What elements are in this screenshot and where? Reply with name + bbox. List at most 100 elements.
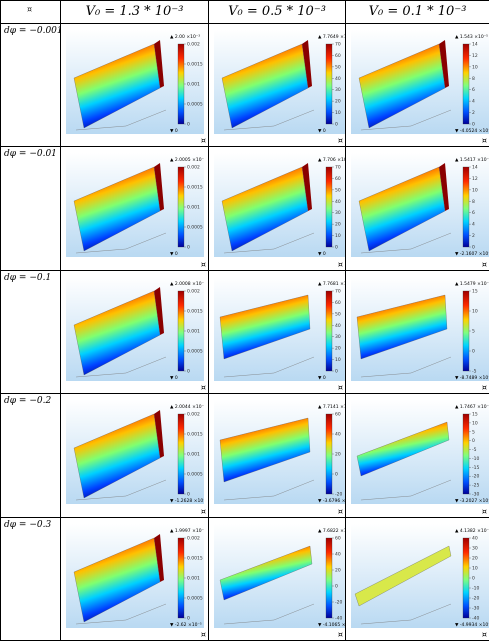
surface-plot: 0.002 0.0015 0.001 0.0005 0 ▲ 2.00 ×10⁻³ ▼ 0 xyxy=(66,30,204,135)
color-bar xyxy=(325,43,333,125)
color-bar-tick-label: 6 xyxy=(472,211,475,217)
surface-side xyxy=(154,40,164,89)
color-bar-tick-label: 15 xyxy=(472,412,478,418)
axis-line xyxy=(75,480,167,501)
surface xyxy=(219,294,311,360)
axis-line xyxy=(223,356,315,378)
plot-cell: 14 12 10 8 6 4 2 0 ▲ 1.5417 ×10⁻⁵ ▼ -2.1607 ×10⁻⁶… xyxy=(345,146,489,271)
plot-cell: 70 60 50 40 30 20 10 0 ▲ 7.7681 ×10⁻⁵ ▼ 0 ¤ xyxy=(208,269,346,395)
color-bar-tick-label: 0.001 xyxy=(187,452,200,458)
color-bar-tick-label: 70 xyxy=(335,165,341,171)
max-value: ▲ 7.706 ×10⁻⁵ xyxy=(318,157,346,163)
color-bar-tick-label: 2 xyxy=(472,234,475,240)
row-label-cell: dφ = −0.2 xyxy=(0,393,61,518)
min-value: ▼ -2.62 ×10⁻⁵ xyxy=(170,622,202,628)
color-bar-tick-label: 10 xyxy=(472,308,478,314)
color-bar xyxy=(462,537,470,618)
color-bar-tick-label: 30 xyxy=(335,334,341,340)
color-bar-tick-label: 50 xyxy=(335,188,341,194)
max-value: ▲ 2.0044 ×10⁻³ xyxy=(170,404,204,410)
color-bar-tick-label: -15 xyxy=(472,465,479,471)
color-bar-tick-label: 0.0005 xyxy=(187,472,203,478)
min-value: ▼ 0 xyxy=(170,128,178,134)
cell-mark: ¤ xyxy=(481,259,487,269)
surface-side xyxy=(302,163,312,212)
min-value: ▼ -4.0524 ×10⁻⁸ xyxy=(455,128,489,134)
surface-side xyxy=(154,286,164,335)
color-bar xyxy=(325,414,333,495)
plot-cell: 70 60 50 40 30 20 10 0 ▲ 7.706 ×10⁻⁵ ▼ 0 ¤ xyxy=(208,146,346,271)
color-bar-tick-label: 0.001 xyxy=(187,575,200,581)
cell-mark: ¤ xyxy=(200,506,206,516)
row-label: dφ = −0.3 xyxy=(4,519,52,530)
color-bar-tick-label: 10 xyxy=(335,234,341,240)
column-header-1: V₀ = 1.3 * 10⁻³ xyxy=(60,0,209,25)
color-bar-tick-label: 0.001 xyxy=(187,205,200,211)
plot-cell: 40 30 20 10 0 -10 -20 -30 -40 ▲ 4.1382 ×10⁻⁵ ▼ -4.… xyxy=(345,516,489,641)
color-bar-tick-label: 10 xyxy=(472,64,478,70)
axis-line xyxy=(360,233,452,254)
surface-plot: 70 60 50 40 30 20 10 0 ▲ 7.7649 ×10⁻⁵ ▼ 0 xyxy=(214,30,345,135)
min-value: ▼ 0 xyxy=(170,251,178,257)
axis-line xyxy=(223,109,315,131)
color-bar-tick-label: 15 xyxy=(472,288,478,294)
color-bar-tick-label: 0 xyxy=(472,438,475,444)
cell-mark: ¤ xyxy=(337,136,343,146)
color-bar-tick-label: 0.001 xyxy=(187,82,200,88)
color-bar-tick-label: 6 xyxy=(472,87,475,93)
max-value: ▲ 1.543 ×10⁻⁵ xyxy=(455,34,488,40)
surface-plot: 14 12 10 8 6 4 2 0 ▲ 1.5417 ×10⁻⁵ ▼ -2.1607 ×10⁻⁶ xyxy=(351,153,489,258)
min-value: ▼ 0 xyxy=(170,375,178,381)
axis-line xyxy=(360,109,452,131)
color-bar-tick-label: -20 xyxy=(472,595,479,601)
plot-cell: 14 12 10 8 6 4 2 0 ▲ 1.543 ×10⁻⁵ ▼ -4.0524 ×10⁻⁸ ¤ xyxy=(345,23,489,148)
surface xyxy=(356,421,450,477)
row-label-cell: dφ = −0.001 xyxy=(0,23,61,148)
plot-cell: 70 60 50 40 30 20 10 0 ▲ 7.7649 ×10⁻⁵ ▼ 0 ¤ xyxy=(208,23,346,148)
plot-cell: 0.002 0.0015 0.001 0.0005 0 ▲ 2.00 ×10⁻³ ▼ 0 ¤ xyxy=(60,23,209,148)
plot-cell: 60 40 20 0 -20 -40 ▲ 7.6822 ×10⁻⁵ ▼ -4.1065 ×10… xyxy=(208,516,346,641)
surface xyxy=(219,417,311,483)
color-bar xyxy=(177,537,185,618)
color-bar-tick-label: 14 xyxy=(472,165,478,171)
cell-mark: ¤ xyxy=(481,383,487,393)
color-bar-tick-label: 0 xyxy=(472,348,475,354)
surface-plot: 15 10 5 0 -5 ▲ 1.5479 ×10⁻⁵ ▼ -8.7489 ×10⁻⁶ xyxy=(351,276,489,381)
surface xyxy=(73,43,161,129)
color-bar xyxy=(462,290,470,371)
color-bar-tick-label: 0.0015 xyxy=(187,62,203,68)
color-bar-tick-label: 0 xyxy=(187,368,190,374)
max-value: ▲ 2.00 ×10⁻³ xyxy=(170,34,200,40)
plot-cell: 60 40 20 0 -20 ▲ 7.7141 ×10⁻⁵ ▼ -3.6796 ×10⁻⁵ ¤ xyxy=(208,393,346,518)
corner-cell: ¤ xyxy=(0,0,61,25)
table-row: dφ = −0.01 0.002 0.0015 0.001 0.0005 0 ▲ 2.000… xyxy=(0,146,489,271)
axis-line xyxy=(75,603,167,624)
color-bar xyxy=(325,290,333,371)
surface-plot: 40 30 20 10 0 -10 -20 -30 -40 ▲ 4.1382 ×10⁻⁵ ▼ -4.… xyxy=(351,523,489,628)
surface xyxy=(358,167,446,252)
color-bar-tick-label: -10 xyxy=(472,456,479,462)
color-bar-tick-label: 50 xyxy=(335,64,341,70)
color-bar-tick-label: 0 xyxy=(187,492,190,498)
max-value: ▲ 1.5479 ×10⁻⁵ xyxy=(455,281,489,287)
color-bar xyxy=(325,537,333,618)
color-bar xyxy=(177,414,185,495)
surface-plot: 15 10 5 0 -5 -10 -15 -20 -25 -30 ▲ 1.7467 ×10⁻⁵ ▼ -… xyxy=(351,400,489,505)
color-bar-tick-label: 0 xyxy=(472,122,475,128)
color-bar-tick-label: 0 xyxy=(335,122,338,128)
color-bar-tick-label: -20 xyxy=(335,599,342,605)
surface-plot: 0.002 0.0015 0.001 0.0005 0 ▲ 1.9997 ×10⁻³ ▼ -… xyxy=(66,523,204,628)
color-bar-tick-label: 60 xyxy=(335,535,341,541)
surface-side xyxy=(154,163,164,212)
color-bar xyxy=(177,43,185,125)
table-row: dφ = −0.001 0.002 0.0015 0.001 0.0005 0 ▲ 2.00… xyxy=(0,23,489,148)
color-bar-tick-label: 30 xyxy=(472,545,478,551)
axis-line xyxy=(223,480,315,501)
color-bar-tick-label: 0 xyxy=(335,583,338,589)
color-bar-tick-label: 10 xyxy=(335,110,341,116)
surface xyxy=(358,43,446,129)
min-value: ▼ 0 xyxy=(318,375,326,381)
surface-side xyxy=(439,163,449,212)
color-bar xyxy=(177,290,185,371)
min-value: ▼ -4.9934 ×10⁻⁵ xyxy=(455,622,489,628)
